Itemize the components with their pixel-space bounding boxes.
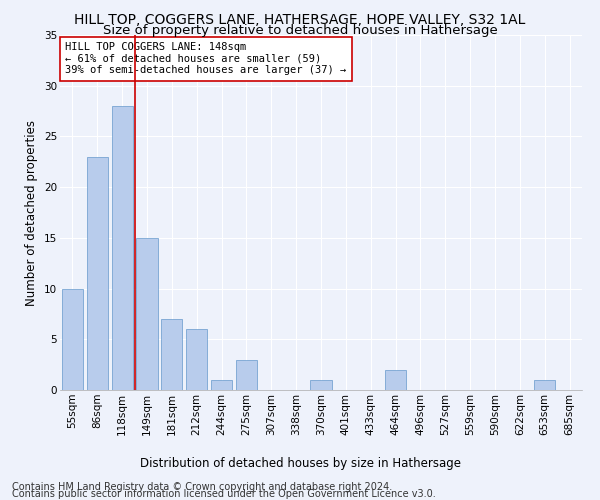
Text: Contains public sector information licensed under the Open Government Licence v3: Contains public sector information licen… bbox=[12, 489, 436, 499]
Text: Distribution of detached houses by size in Hathersage: Distribution of detached houses by size … bbox=[139, 458, 461, 470]
Bar bbox=[161, 319, 182, 390]
Bar bbox=[112, 106, 133, 390]
Text: Size of property relative to detached houses in Hathersage: Size of property relative to detached ho… bbox=[103, 24, 497, 37]
Bar bbox=[136, 238, 158, 390]
Text: Contains HM Land Registry data © Crown copyright and database right 2024.: Contains HM Land Registry data © Crown c… bbox=[12, 482, 392, 492]
Bar bbox=[87, 156, 108, 390]
Text: HILL TOP COGGERS LANE: 148sqm
← 61% of detached houses are smaller (59)
39% of s: HILL TOP COGGERS LANE: 148sqm ← 61% of d… bbox=[65, 42, 346, 76]
Bar bbox=[236, 360, 257, 390]
Bar bbox=[310, 380, 332, 390]
Bar bbox=[534, 380, 555, 390]
Bar bbox=[186, 329, 207, 390]
Text: HILL TOP, COGGERS LANE, HATHERSAGE, HOPE VALLEY, S32 1AL: HILL TOP, COGGERS LANE, HATHERSAGE, HOPE… bbox=[74, 12, 526, 26]
Bar bbox=[62, 288, 83, 390]
Bar bbox=[385, 370, 406, 390]
Bar bbox=[211, 380, 232, 390]
Y-axis label: Number of detached properties: Number of detached properties bbox=[25, 120, 38, 306]
